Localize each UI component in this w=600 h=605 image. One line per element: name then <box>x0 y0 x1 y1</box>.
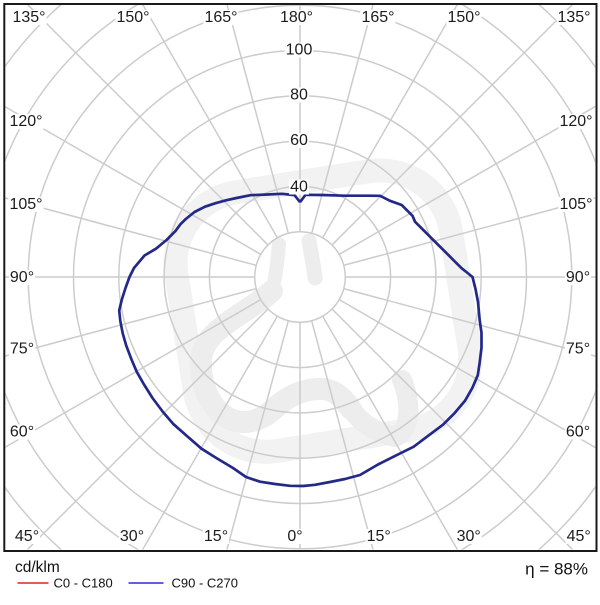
svg-text:0°: 0° <box>287 528 302 545</box>
svg-text:15°: 15° <box>204 528 228 545</box>
svg-text:150°: 150° <box>447 9 480 26</box>
svg-text:75°: 75° <box>10 341 34 358</box>
svg-text:100: 100 <box>286 42 313 59</box>
svg-text:150°: 150° <box>116 9 149 26</box>
svg-text:C0 - C180: C0 - C180 <box>54 576 113 591</box>
svg-text:75°: 75° <box>566 341 590 358</box>
svg-text:135°: 135° <box>12 9 45 26</box>
svg-text:120°: 120° <box>9 113 42 130</box>
svg-text:120°: 120° <box>559 113 592 130</box>
svg-text:15°: 15° <box>367 528 391 545</box>
svg-text:40: 40 <box>290 179 308 196</box>
svg-text:165°: 165° <box>361 9 394 26</box>
svg-text:30°: 30° <box>457 528 481 545</box>
svg-text:cd/klm: cd/klm <box>15 559 60 576</box>
svg-text:η = 88%: η = 88% <box>525 560 588 579</box>
svg-text:165°: 165° <box>204 9 237 26</box>
svg-text:60°: 60° <box>10 424 34 441</box>
svg-text:60: 60 <box>290 132 308 149</box>
svg-text:105°: 105° <box>9 196 42 213</box>
svg-text:105°: 105° <box>559 196 592 213</box>
svg-text:135°: 135° <box>557 9 590 26</box>
svg-text:60°: 60° <box>566 424 590 441</box>
svg-text:45°: 45° <box>15 528 39 545</box>
svg-text:90°: 90° <box>10 269 34 286</box>
svg-text:180°: 180° <box>280 9 313 26</box>
svg-text:30°: 30° <box>120 528 144 545</box>
svg-text:C90 - C270: C90 - C270 <box>172 576 238 591</box>
svg-text:90°: 90° <box>566 269 590 286</box>
svg-text:45°: 45° <box>567 528 591 545</box>
svg-text:80: 80 <box>290 87 308 104</box>
